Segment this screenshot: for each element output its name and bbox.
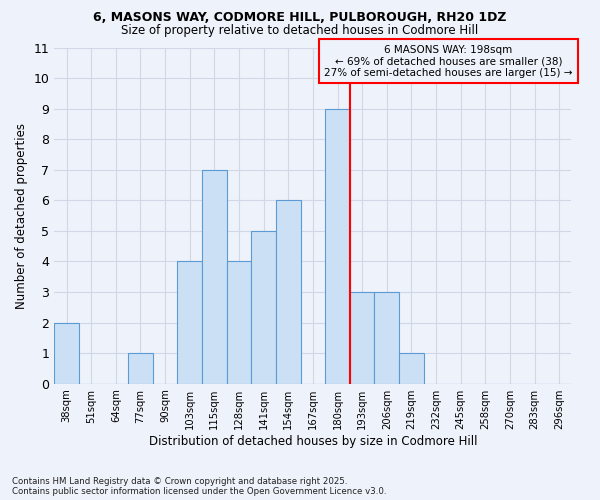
Bar xyxy=(374,292,399,384)
Y-axis label: Number of detached properties: Number of detached properties xyxy=(15,122,28,308)
Bar xyxy=(202,170,227,384)
X-axis label: Distribution of detached houses by size in Codmore Hill: Distribution of detached houses by size … xyxy=(149,434,477,448)
Bar xyxy=(227,262,251,384)
Bar xyxy=(276,200,301,384)
Bar xyxy=(350,292,374,384)
Bar xyxy=(251,231,276,384)
Bar xyxy=(325,108,350,384)
Bar xyxy=(54,322,79,384)
Bar xyxy=(128,353,153,384)
Text: 6 MASONS WAY: 198sqm
← 69% of detached houses are smaller (38)
27% of semi-detac: 6 MASONS WAY: 198sqm ← 69% of detached h… xyxy=(324,44,572,78)
Bar xyxy=(399,353,424,384)
Text: Size of property relative to detached houses in Codmore Hill: Size of property relative to detached ho… xyxy=(121,24,479,37)
Text: 6, MASONS WAY, CODMORE HILL, PULBOROUGH, RH20 1DZ: 6, MASONS WAY, CODMORE HILL, PULBOROUGH,… xyxy=(93,11,507,24)
Text: Contains HM Land Registry data © Crown copyright and database right 2025.
Contai: Contains HM Land Registry data © Crown c… xyxy=(12,476,386,496)
Bar xyxy=(178,262,202,384)
